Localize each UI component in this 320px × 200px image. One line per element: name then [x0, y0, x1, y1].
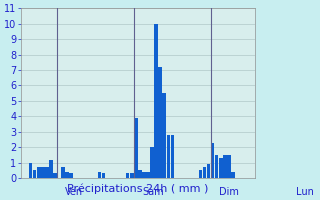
- Bar: [45, 167, 49, 178]
- Bar: [37, 167, 41, 178]
- Bar: [166, 135, 170, 178]
- Bar: [227, 155, 231, 178]
- Bar: [41, 167, 44, 178]
- Bar: [53, 173, 57, 178]
- Bar: [146, 172, 150, 178]
- X-axis label: Précipitations 24h ( mm ): Précipitations 24h ( mm ): [67, 184, 209, 194]
- Text: Lun: Lun: [296, 187, 314, 197]
- Bar: [98, 172, 101, 178]
- Text: Ven: Ven: [65, 187, 83, 197]
- Bar: [130, 173, 133, 178]
- Bar: [154, 24, 158, 178]
- Bar: [163, 93, 166, 178]
- Bar: [33, 170, 36, 178]
- Bar: [150, 147, 154, 178]
- Bar: [65, 172, 69, 178]
- Bar: [126, 173, 130, 178]
- Bar: [203, 167, 206, 178]
- Bar: [199, 170, 202, 178]
- Bar: [138, 170, 142, 178]
- Bar: [142, 172, 146, 178]
- Bar: [211, 143, 214, 178]
- Bar: [49, 160, 53, 178]
- Text: Sam: Sam: [142, 187, 164, 197]
- Bar: [215, 155, 219, 178]
- Bar: [171, 135, 174, 178]
- Text: Dim: Dim: [219, 187, 239, 197]
- Bar: [102, 173, 105, 178]
- Bar: [61, 167, 65, 178]
- Bar: [158, 67, 162, 178]
- Bar: [207, 164, 211, 178]
- Bar: [134, 118, 138, 178]
- Bar: [223, 155, 227, 178]
- Bar: [69, 173, 73, 178]
- Bar: [29, 163, 32, 178]
- Bar: [219, 158, 222, 178]
- Bar: [231, 172, 235, 178]
